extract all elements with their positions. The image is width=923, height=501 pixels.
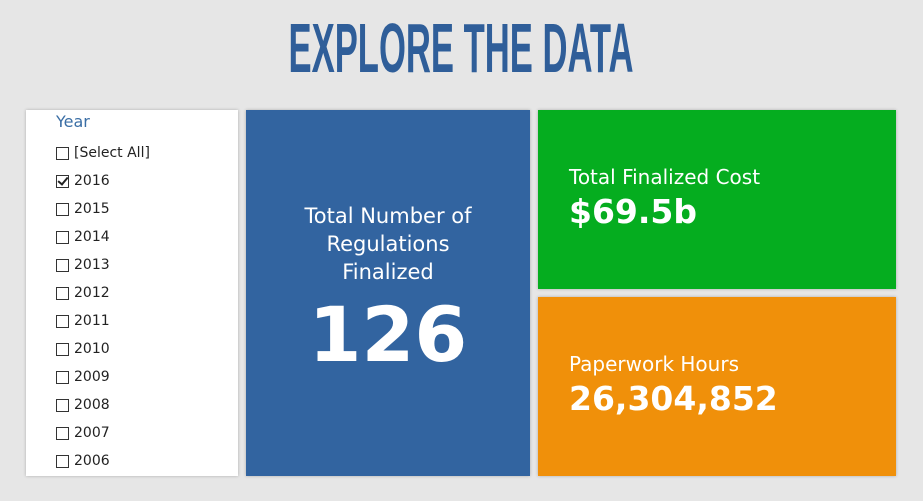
- checkbox[interactable]: [56, 286, 69, 300]
- option-text: [Select All]: [74, 145, 150, 161]
- tile-label: Paperwork Hours: [569, 352, 739, 376]
- tile-label: Total Number of Regulations Finalized: [304, 204, 472, 284]
- filter-label: Year: [56, 112, 90, 131]
- filter-option[interactable]: 2012: [56, 283, 110, 303]
- option-text: 2008: [74, 397, 110, 413]
- title-area: EXPLORE THE DATA: [289, 9, 634, 87]
- filter-option[interactable]: [Select All]: [56, 143, 150, 163]
- year-filter: Year [Select All] 2016 2015 2014 2013 2012 201…: [26, 110, 238, 476]
- checkbox[interactable]: [56, 174, 69, 188]
- checkbox[interactable]: [56, 230, 69, 244]
- filter-option[interactable]: 2013: [56, 255, 110, 275]
- filter-option[interactable]: 2009: [56, 367, 110, 387]
- filter-option[interactable]: 2008: [56, 395, 110, 415]
- option-text: 2010: [74, 341, 110, 357]
- checkbox[interactable]: [56, 342, 69, 356]
- filter-option[interactable]: 2015: [56, 199, 110, 219]
- checkbox[interactable]: [56, 370, 69, 384]
- option-text: 2009: [74, 369, 110, 385]
- tile-value: $69.5b: [569, 192, 698, 231]
- option-text: 2011: [74, 313, 110, 329]
- tile-value: 26,304,852: [569, 379, 778, 418]
- option-text: 2014: [74, 229, 110, 245]
- filter-option[interactable]: 2010: [56, 339, 110, 359]
- page-title: EXPLORE THE DATA: [289, 9, 634, 87]
- count-tile: Total Number of Regulations Finalized 12…: [246, 110, 530, 476]
- option-text: 2013: [74, 257, 110, 273]
- checkbox[interactable]: [56, 314, 69, 328]
- checkbox[interactable]: [56, 454, 69, 468]
- checkbox[interactable]: [56, 426, 69, 440]
- option-text: 2006: [74, 453, 110, 469]
- filter-option[interactable]: 2006: [56, 451, 110, 471]
- checkbox[interactable]: [56, 398, 69, 412]
- option-text: 2007: [74, 425, 110, 441]
- checkbox[interactable]: [56, 202, 69, 216]
- cost-tile: Total Finalized Cost $69.5b: [538, 110, 896, 289]
- tile-value: 126: [308, 290, 468, 379]
- checkbox[interactable]: [56, 258, 69, 272]
- option-text: 2012: [74, 285, 110, 301]
- hours-tile: Paperwork Hours 26,304,852: [538, 297, 896, 476]
- checkbox[interactable]: [56, 146, 69, 160]
- tile-label: Total Finalized Cost: [569, 165, 761, 189]
- option-text: 2015: [74, 201, 110, 217]
- filter-option[interactable]: 2011: [56, 311, 110, 331]
- filter-option[interactable]: 2014: [56, 227, 110, 247]
- option-text: 2016: [74, 173, 110, 189]
- filter-option[interactable]: 2016: [56, 171, 110, 191]
- filter-option[interactable]: 2007: [56, 423, 110, 443]
